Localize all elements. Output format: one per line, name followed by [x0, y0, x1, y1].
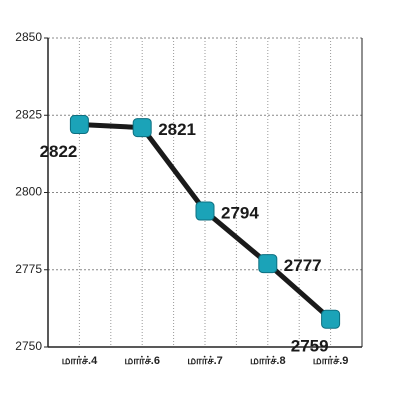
- data-label: 2822: [40, 142, 78, 161]
- y-tick-label: 2800: [15, 185, 42, 199]
- marker: [258, 254, 278, 274]
- y-tick-label: 2775: [15, 262, 42, 276]
- x-tick-label: மார்ச்.8: [250, 355, 286, 367]
- data-label: 2821: [158, 120, 196, 139]
- marker: [69, 115, 89, 135]
- y-tick-label: 2825: [15, 107, 42, 121]
- data-label: 2794: [221, 204, 259, 223]
- x-tick-label: மார்ச்.4: [62, 355, 98, 367]
- x-tick-label: மார்ச்.9: [313, 355, 349, 367]
- marker: [195, 201, 215, 221]
- x-tick-label: மார்ச்.6: [124, 355, 160, 367]
- data-label: 2777: [284, 256, 322, 275]
- y-tick-label: 2750: [15, 339, 42, 353]
- marker: [132, 118, 152, 138]
- marker: [321, 309, 341, 329]
- x-tick-label: மார்ச்.7: [187, 355, 223, 367]
- y-tick-label: 2850: [15, 30, 42, 44]
- data-label: 2759: [291, 337, 329, 356]
